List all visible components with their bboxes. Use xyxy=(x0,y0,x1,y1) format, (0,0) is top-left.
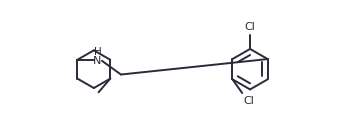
Text: N: N xyxy=(93,56,102,66)
Text: Cl: Cl xyxy=(245,22,256,32)
Text: Cl: Cl xyxy=(243,96,254,106)
Text: H: H xyxy=(94,47,102,57)
